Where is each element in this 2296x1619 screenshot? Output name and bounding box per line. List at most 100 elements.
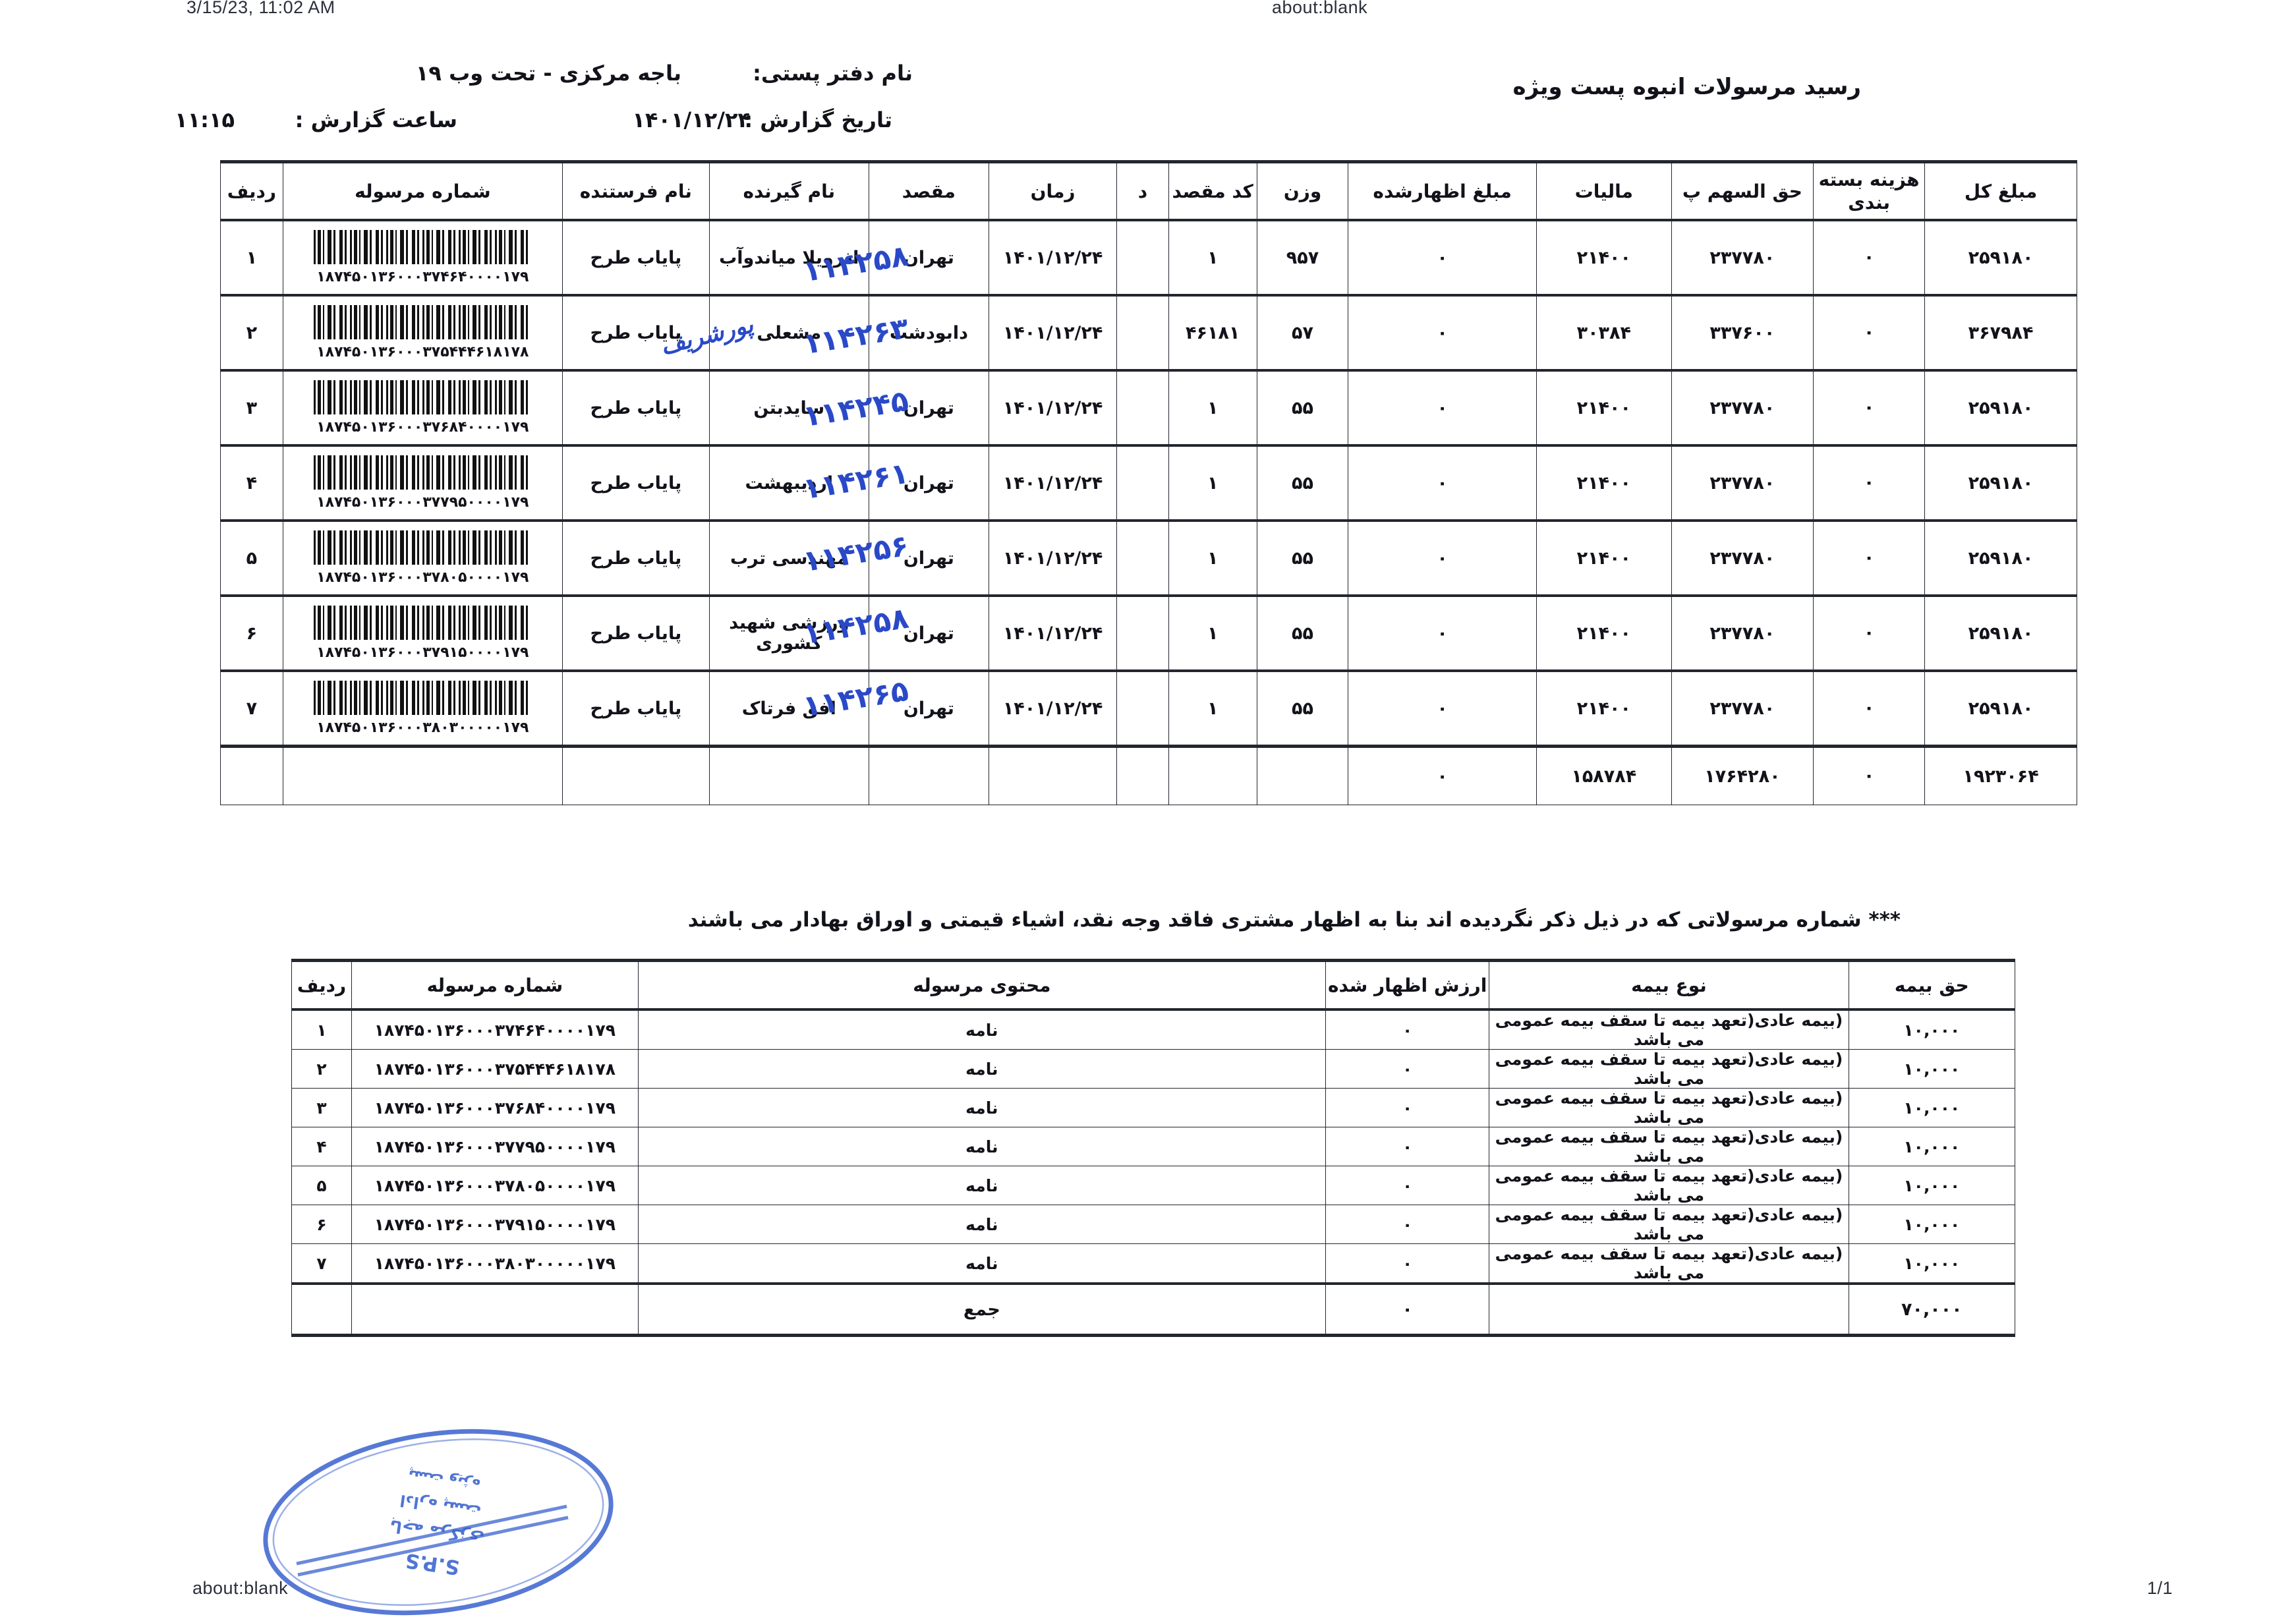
table-header-row: مبلغ کل هزینه بسته بندی حق السهم پ مالیا… bbox=[220, 160, 2077, 221]
report-date-value: ۱۴۰۱/۱۲/۲۴ bbox=[632, 107, 751, 132]
col-declared: مبلغ اظهارشده bbox=[1348, 160, 1537, 221]
cell-packing: ۰ bbox=[1813, 670, 1926, 748]
cell-content: نامه bbox=[637, 1127, 1326, 1166]
packing-sum: ۰ bbox=[1813, 745, 1926, 805]
cell-sender: پایاب طرح bbox=[561, 670, 710, 748]
cell-insurance-barcode: ۱۸۷۴۵۰۱۳۶۰۰۰۳۷۹۱۵۰۰۰۰۱۷۹ bbox=[351, 1205, 639, 1244]
report-time-value: ۱۱:۱۵ bbox=[175, 107, 235, 132]
cell-declared: ۰ bbox=[1348, 370, 1537, 447]
cell-insurance-radif: ۲ bbox=[291, 1049, 352, 1089]
cell-receiver: ورزشی شهید کشوری bbox=[708, 595, 869, 672]
cell-declared-value: ۰ bbox=[1325, 1205, 1490, 1244]
cell-dest: تهران bbox=[868, 370, 989, 447]
table-row: ۲۵۹۱۸۰ ۰ ۲۳۷۷۸۰ ۲۱۴۰۰ ۰ ۹۵۷ ۱ ۱۴۰۱/۱۲/۲۴ تهران اذ… bbox=[220, 219, 2077, 297]
svg-text:اداره پست: اداره پست bbox=[399, 1491, 482, 1521]
insurance-table: حق بیمه نوع بیمه ارزش اظهار شده محتوی مر… bbox=[291, 959, 2016, 1337]
disclaimer-note: *** شماره مرسولاتی که در ذیل ذکر نگردیده… bbox=[687, 908, 1901, 932]
receiver-sum bbox=[708, 745, 869, 805]
cell-receiver: افق فرتاک bbox=[708, 670, 869, 748]
cell-packing: ۰ bbox=[1813, 219, 1926, 297]
cell-barcode: ۱۸۷۴۵۰۱۳۶۰۰۰۳۸۰۳۰۰۰۰۰۱۷۹ bbox=[282, 670, 563, 748]
office-value: باجه مرکزی - تحت وب ۱۹ bbox=[415, 61, 681, 86]
cell-radif: ۶ bbox=[220, 595, 283, 672]
cell-content: نامه bbox=[637, 1009, 1326, 1050]
table-row: ۳۶۷۹۸۴ ۰ ۳۳۷۶۰۰ ۳۰۳۸۴ ۰ ۵۷ ۴۶۱۸۱ ۱۴۰۱/۱۲/۲۴ دابو… bbox=[220, 295, 2077, 372]
cell-time: ۱۴۰۱/۱۲/۲۴ bbox=[988, 370, 1118, 447]
cell-declared-value: ۰ bbox=[1325, 1009, 1490, 1050]
cell-tax: ۲۱۴۰۰ bbox=[1536, 445, 1672, 522]
cell-d bbox=[1116, 445, 1169, 522]
insurance-barcode-sum bbox=[351, 1282, 639, 1337]
cell-total: ۲۵۹۱۸۰ bbox=[1924, 219, 2077, 297]
cell-insurance-fee: ۱۰,۰۰۰ bbox=[1848, 1166, 2016, 1205]
cell-dest-code: ۱ bbox=[1168, 595, 1257, 672]
cell-dest: دابودشت bbox=[868, 295, 989, 372]
barcode-number: ۱۸۷۴۵۰۱۳۶۰۰۰۳۷۸۰۵۰۰۰۰۱۷۹ bbox=[316, 569, 529, 586]
cell-insurance-type: (بیمه عادی(تعهد بیمه تا سقف بیمه عمومی م… bbox=[1489, 1127, 1849, 1166]
cell-declared-value: ۰ bbox=[1325, 1088, 1490, 1127]
cell-time: ۱۴۰۱/۱۲/۲۴ bbox=[988, 520, 1118, 597]
report-time-label: ساعت گزارش : bbox=[295, 107, 457, 132]
print-url-bottom: about:blank bbox=[192, 1578, 289, 1598]
barcode-number: ۱۸۷۴۵۰۱۳۶۰۰۰۳۷۶۸۴۰۰۰۰۱۷۹ bbox=[316, 419, 529, 436]
cell-dest-code: ۴۶۱۸۱ bbox=[1168, 295, 1257, 372]
cell-tax: ۲۱۴۰۰ bbox=[1536, 595, 1672, 672]
insurance-row: ۱۰,۰۰۰ (بیمه عادی(تعهد بیمه تا سقف بیمه ع… bbox=[291, 1205, 2016, 1244]
dest-sum bbox=[868, 745, 989, 805]
cell-share: ۲۳۷۷۸۰ bbox=[1671, 370, 1814, 447]
col-dest: مقصد bbox=[868, 160, 989, 221]
cell-barcode: ۱۸۷۴۵۰۱۳۶۰۰۰۳۷۸۰۵۰۰۰۰۱۷۹ bbox=[282, 520, 563, 597]
col-declared-value: ارزش اظهار شده bbox=[1325, 959, 1490, 1011]
cell-radif: ۲ bbox=[220, 295, 283, 372]
barcode-sum bbox=[282, 745, 563, 805]
cell-insurance-barcode: ۱۸۷۴۵۰۱۳۶۰۰۰۳۷۵۴۴۴۶۱۸۱۷۸ bbox=[351, 1049, 639, 1089]
cell-content: نامه bbox=[637, 1049, 1326, 1089]
cell-declared: ۰ bbox=[1348, 295, 1537, 372]
cell-packing: ۰ bbox=[1813, 370, 1926, 447]
cell-radif: ۳ bbox=[220, 370, 283, 447]
tax-sum: ۱۵۸۷۸۴ bbox=[1536, 745, 1672, 805]
col-time: زمان bbox=[988, 160, 1118, 221]
cell-radif: ۷ bbox=[220, 670, 283, 748]
cell-total: ۳۶۷۹۸۴ bbox=[1924, 295, 2077, 372]
cell-radif: ۱ bbox=[220, 219, 283, 297]
cell-weight: ۹۵۷ bbox=[1256, 219, 1349, 297]
barcode-image bbox=[314, 455, 532, 490]
cell-insurance-type: (بیمه عادی(تعهد بیمه تا سقف بیمه عمومی م… bbox=[1489, 1009, 1849, 1050]
svg-text:پست ویژه: پست ویژه bbox=[407, 1466, 482, 1492]
cell-time: ۱۴۰۱/۱۲/۲۴ bbox=[988, 445, 1118, 522]
office-stamp: S.P.S باجه مرکزی اداره پست پست ویژه bbox=[257, 1429, 619, 1616]
cell-insurance-radif: ۵ bbox=[291, 1166, 352, 1205]
cell-insurance-radif: ۳ bbox=[291, 1088, 352, 1127]
radif-sum bbox=[220, 745, 283, 805]
cell-insurance-type: (بیمه عادی(تعهد بیمه تا سقف بیمه عمومی م… bbox=[1489, 1049, 1849, 1089]
cell-sender: پایاب طرح bbox=[561, 445, 710, 522]
cell-sender: پایاب طرح bbox=[561, 370, 710, 447]
cell-insurance-fee: ۱۰,۰۰۰ bbox=[1848, 1009, 2016, 1050]
cell-packing: ۰ bbox=[1813, 595, 1926, 672]
cell-insurance-fee: ۱۰,۰۰۰ bbox=[1848, 1088, 2016, 1127]
cell-d bbox=[1116, 295, 1169, 372]
table-row: ۲۵۹۱۸۰ ۰ ۲۳۷۷۸۰ ۲۱۴۰۰ ۰ ۵۵ ۱ ۱۴۰۱/۱۲/۲۴ تهران ارد… bbox=[220, 445, 2077, 522]
cell-declared: ۰ bbox=[1348, 520, 1537, 597]
page-number: 1/1 bbox=[2147, 1578, 2173, 1598]
cell-time: ۱۴۰۱/۱۲/۲۴ bbox=[988, 595, 1118, 672]
declared-sum: ۰ bbox=[1348, 745, 1537, 805]
col-weight: وزن bbox=[1256, 160, 1349, 221]
cell-insurance-barcode: ۱۸۷۴۵۰۱۳۶۰۰۰۳۷۴۶۴۰۰۰۰۱۷۹ bbox=[351, 1009, 639, 1050]
cell-barcode: ۱۸۷۴۵۰۱۳۶۰۰۰۳۷۶۸۴۰۰۰۰۱۷۹ bbox=[282, 370, 563, 447]
insurance-sum-label: جمع bbox=[637, 1282, 1326, 1337]
cell-sender: پایاب طرح bbox=[561, 295, 710, 372]
svg-text:باجه مرکزی: باجه مرکزی bbox=[388, 1516, 485, 1548]
insurance-fee-sum: ۷۰,۰۰۰ bbox=[1848, 1282, 2016, 1337]
cell-time: ۱۴۰۱/۱۲/۲۴ bbox=[988, 219, 1118, 297]
insurance-row: ۱۰,۰۰۰ (بیمه عادی(تعهد بیمه تا سقف بیمه ع… bbox=[291, 1009, 2016, 1050]
cell-declared-value: ۰ bbox=[1325, 1049, 1490, 1089]
cell-packing: ۰ bbox=[1813, 445, 1926, 522]
cell-insurance-radif: ۶ bbox=[291, 1205, 352, 1244]
col-sender: نام فرستنده bbox=[561, 160, 710, 221]
cell-dest-code: ۱ bbox=[1168, 445, 1257, 522]
cell-dest: تهران bbox=[868, 595, 989, 672]
time-sum bbox=[988, 745, 1118, 805]
